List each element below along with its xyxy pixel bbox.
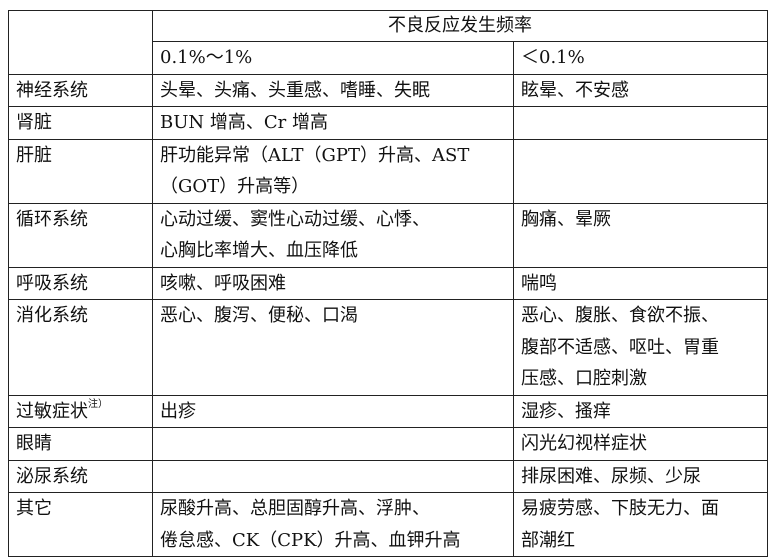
cell-text-line: 排尿困难、尿频、少尿	[521, 465, 701, 487]
system-label: 其它	[16, 498, 52, 519]
table-row: 循环系统 心动过缓、窦性心动过缓、心悸、 心胸比率增大、血压降低 胸痛、晕厥	[8, 202, 768, 268]
system-cell: 呼吸系统	[8, 266, 153, 300]
system-label: 消化系统	[16, 305, 88, 326]
freq-lt-0.1-cell: 胸痛、晕厥	[513, 202, 768, 268]
system-cell: 眼睛	[8, 427, 153, 461]
cell-text-line: 恶心、腹胀、食欲不振、	[521, 305, 719, 326]
table-row: 神经系统 头晕、头痛、头重感、嗜睡、失眠 眩晕、不安感	[8, 73, 768, 107]
header-row-1: 不良反应发生频率	[8, 10, 768, 75]
cell-text-line: 头晕、头痛、头重感、嗜睡、失眠	[160, 79, 430, 101]
table-row: 消化系统 恶心、腹泻、便秘、口渴 恶心、腹胀、食欲不振、 腹部不适感、呕吐、胃重 压感、…	[8, 299, 768, 396]
freq-lt-0.1-cell: 眩晕、不安感	[513, 73, 768, 107]
cell-text-line: 心动过缓、窦性心动过缓、心悸、	[160, 208, 430, 230]
cell-text-line: BUN 增高、Cr 增高	[160, 112, 328, 133]
freq-0.1-1-cell	[152, 427, 514, 461]
system-label: 肾脏	[16, 112, 52, 133]
freq-0.1-1-cell: 心动过缓、窦性心动过缓、心悸、 心胸比率增大、血压降低	[152, 202, 514, 268]
freq-lt-0.1-cell	[513, 138, 768, 204]
header-freq-0.1-1: 0.1%～1%	[152, 41, 514, 75]
cell-text-line: （GOT）升高等）	[160, 176, 310, 197]
cell-text-line: 眩晕、不安感	[521, 79, 629, 101]
system-label: 肝脏	[16, 144, 52, 166]
table-row: 肝脏 肝功能异常（ALT（GPT）升高、AST （GOT）升高等）	[8, 138, 768, 204]
freq-lt-0.1-cell: 易疲劳感、下肢无力、面 部潮红	[513, 492, 768, 557]
freq-0.1-1-cell: BUN 增高、Cr 增高	[152, 106, 514, 140]
system-cell: 肾脏	[8, 106, 153, 140]
table-row: 呼吸系统 咳嗽、呼吸困难 喘鸣	[8, 266, 768, 300]
frequency-group-header: 不良反应发生频率	[152, 10, 768, 42]
freq-lt-0.1-cell: 闪光幻视样症状	[513, 427, 768, 461]
header-freq-lt-0.1: ＜0.1%	[513, 41, 768, 75]
cell-text-line: 咳嗽、呼吸困难	[160, 272, 286, 294]
cell-text-line: 尿酸升高、总胆固醇升高、浮肿、	[160, 498, 430, 519]
freq-0.1-1-cell: 咳嗽、呼吸困难	[152, 266, 514, 300]
system-label: 循环系统	[16, 208, 88, 230]
table-row: 肾脏 BUN 增高、Cr 增高	[8, 106, 768, 140]
freq-0.1-1-cell: 头晕、头痛、头重感、嗜睡、失眠	[152, 73, 514, 107]
table-row: 眼睛 闪光幻视样症状	[8, 427, 768, 461]
table-row: 过敏症状注） 出疹 湿疹、搔痒	[8, 394, 768, 428]
cell-text-line: 湿疹、搔痒	[521, 400, 611, 422]
cell-text-line: 出疹	[160, 400, 196, 422]
cell-text-line: 压感、口腔刺激	[521, 368, 647, 389]
table-row: 其它 尿酸升高、总胆固醇升高、浮肿、 倦怠感、CK（CPK）升高、血钾升高 易疲劳感、…	[8, 492, 768, 557]
cell-text-line: 部潮红	[521, 529, 575, 551]
system-cell: 循环系统	[8, 202, 153, 268]
freq-lt-0.1-cell: 恶心、腹胀、食欲不振、 腹部不适感、呕吐、胃重 压感、口腔刺激	[513, 299, 768, 396]
system-cell: 消化系统	[8, 299, 153, 396]
cell-text-line: 腹部不适感、呕吐、胃重	[521, 336, 719, 358]
system-cell: 肝脏	[8, 138, 153, 204]
system-cell: 其它	[8, 492, 153, 557]
header-row-2: 0.1%～1% ＜0.1%	[9, 41, 768, 75]
cell-text-line: 易疲劳感、下肢无力、面	[521, 498, 719, 519]
cell-text-line: 闪光幻视样症状	[521, 433, 647, 454]
freq-lt-0.1-cell: 湿疹、搔痒	[513, 394, 768, 428]
adverse-reaction-table: 不良反应发生频率 0.1%～1% ＜0.1% 神经系统 头晕、头痛、头重感、嗜睡、…	[8, 10, 768, 557]
cell-text-line: 恶心、腹泻、便秘、口渴	[160, 305, 358, 326]
system-label: 过敏症状	[16, 400, 88, 422]
freq-lt-0.1-cell: 排尿困难、尿频、少尿	[513, 459, 768, 493]
system-cell: 神经系统	[8, 73, 153, 107]
system-label: 泌尿系统	[16, 465, 88, 487]
system-cell: 泌尿系统	[8, 459, 153, 493]
cell-text-line: 胸痛、晕厥	[521, 208, 611, 230]
system-cell: 过敏症状注）	[8, 394, 153, 428]
freq-0.1-1-cell: 出疹	[152, 394, 514, 428]
system-label: 神经系统	[16, 79, 88, 101]
table-row: 泌尿系统 排尿困难、尿频、少尿	[8, 459, 768, 493]
cell-text-line: 肝功能异常（ALT（GPT）升高、AST	[160, 144, 470, 166]
cell-text-line: 喘鸣	[521, 272, 557, 294]
header-corner-cell	[8, 10, 153, 75]
system-label: 呼吸系统	[16, 272, 88, 294]
cell-text-line: 心胸比率增大、血压降低	[160, 240, 358, 261]
freq-0.1-1-cell: 肝功能异常（ALT（GPT）升高、AST （GOT）升高等）	[152, 138, 514, 204]
freq-lt-0.1-cell: 喘鸣	[513, 266, 768, 300]
system-label: 眼睛	[16, 433, 52, 454]
freq-lt-0.1-cell	[513, 106, 768, 140]
freq-0.1-1-cell: 尿酸升高、总胆固醇升高、浮肿、倦怠感、CK（CPK）升高、血钾升高	[152, 492, 514, 557]
freq-0.1-1-cell	[152, 459, 514, 493]
cell-text-line: 倦怠感、CK（CPK）升高、血钾升高	[160, 529, 461, 551]
footnote-marker: 注）	[88, 398, 108, 410]
freq-0.1-1-cell: 恶心、腹泻、便秘、口渴	[152, 299, 514, 396]
